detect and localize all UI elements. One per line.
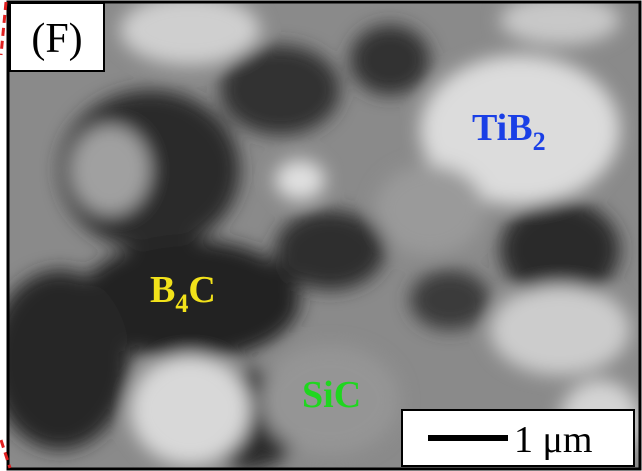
phase-label: SiC	[302, 374, 361, 416]
micrograph-figure: (F) TiB2 B4C SiC 1 μm	[0, 0, 642, 471]
phase-subscript: 4	[175, 289, 188, 318]
phase-name: TiB	[472, 107, 533, 149]
phase-suffix: C	[188, 269, 215, 311]
phase-subscript: 2	[533, 127, 546, 156]
scale-bar-label: 1 μm	[514, 419, 592, 461]
dashed-line	[1, 2, 6, 55]
phase-name: B	[150, 269, 175, 311]
panel-label: (F)	[31, 16, 82, 62]
